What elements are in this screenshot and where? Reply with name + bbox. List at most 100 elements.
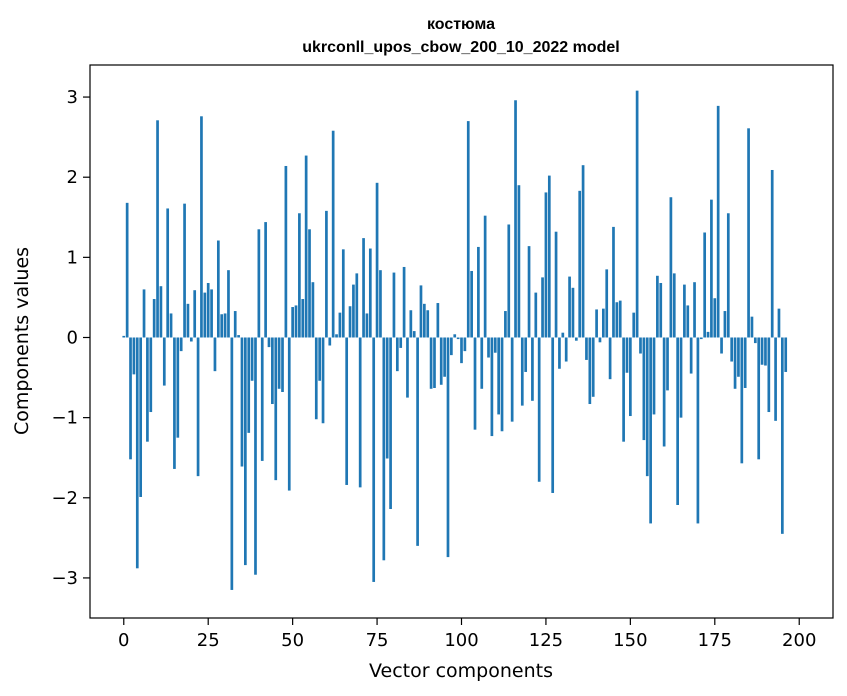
bar-59 <box>321 337 325 424</box>
bar-77 <box>382 337 386 561</box>
bar-4 <box>135 337 139 569</box>
bar-11 <box>159 286 163 338</box>
bar-23 <box>200 116 203 338</box>
bar-92 <box>433 337 436 388</box>
bar-105 <box>477 246 480 338</box>
bar-194 <box>777 308 781 338</box>
x-tick-label: 100 <box>444 630 478 651</box>
bar-188 <box>757 337 761 460</box>
bar-101 <box>463 337 467 352</box>
bar-28 <box>216 240 220 338</box>
bar-86 <box>412 331 416 338</box>
y-tick-label: −1 <box>51 408 78 429</box>
bar-43 <box>267 337 271 348</box>
x-axis-ticks: 0 25 50 75 100 125 150 175 200 <box>118 618 816 651</box>
bar-27 <box>213 337 217 372</box>
y-tick-label: 1 <box>67 247 78 268</box>
bar-63 <box>335 334 338 338</box>
bar-62 <box>331 130 335 338</box>
bar-80 <box>392 272 396 338</box>
bar-157 <box>652 337 656 415</box>
bar-66 <box>345 337 349 485</box>
bar-48 <box>284 165 288 338</box>
bar-166 <box>683 284 686 338</box>
bar-121 <box>531 337 534 401</box>
bar-119 <box>524 337 528 372</box>
bar-94 <box>439 337 443 385</box>
bar-71 <box>362 238 365 338</box>
bar-97 <box>450 337 453 356</box>
bar-127 <box>551 337 555 493</box>
bar-137 <box>585 337 588 360</box>
bar-196 <box>784 337 788 372</box>
bar-169 <box>693 282 696 338</box>
bar-178 <box>723 311 727 338</box>
bar-49 <box>287 337 291 491</box>
bar-9 <box>152 299 156 338</box>
bar-61 <box>328 337 332 346</box>
bar-130 <box>561 332 565 338</box>
bar-26 <box>210 289 213 338</box>
bar-47 <box>281 337 284 392</box>
bar-163 <box>672 273 676 338</box>
bar-181 <box>733 337 737 389</box>
x-tick-label: 25 <box>197 630 220 651</box>
bar-5 <box>139 337 143 497</box>
bar-141 <box>598 337 602 343</box>
bar-16 <box>176 337 180 438</box>
bar-131 <box>564 337 568 362</box>
bar-182 <box>737 337 740 377</box>
bar-189 <box>760 337 764 365</box>
bar-179 <box>726 213 730 338</box>
bar-30 <box>223 313 227 338</box>
bar-72 <box>365 313 369 338</box>
bar-165 <box>679 337 683 418</box>
bar-68 <box>352 284 355 338</box>
bar-96 <box>446 337 450 558</box>
bar-195 <box>780 337 784 534</box>
bar-55 <box>308 229 311 338</box>
bar-74 <box>372 337 376 582</box>
bar-129 <box>558 337 561 369</box>
bar-7 <box>146 337 149 442</box>
bar-25 <box>206 282 210 338</box>
bar-12 <box>162 337 166 386</box>
bar-6 <box>142 289 146 338</box>
bar-187 <box>753 337 757 344</box>
bar-13 <box>166 208 170 338</box>
bar-65 <box>341 249 345 338</box>
bar-155 <box>645 337 649 477</box>
bar-175 <box>713 298 717 338</box>
bar-73 <box>368 248 372 338</box>
bar-2 <box>129 337 132 460</box>
bar-104 <box>473 337 477 430</box>
bar-40 <box>257 229 261 338</box>
x-tick-label: 75 <box>366 630 389 651</box>
bar-180 <box>730 337 734 362</box>
bar-128 <box>554 231 558 338</box>
bar-83 <box>402 266 406 338</box>
bar-120 <box>527 246 531 338</box>
x-tick-label: 0 <box>118 630 129 651</box>
bar-36 <box>244 337 247 566</box>
bar-10 <box>156 120 159 338</box>
bar-153 <box>639 337 642 354</box>
bar-67 <box>348 306 352 338</box>
bar-34 <box>237 335 240 338</box>
bar-98 <box>453 334 457 338</box>
x-axis-label: Vector components <box>369 660 553 682</box>
bar-106 <box>480 337 484 389</box>
bar-133 <box>571 287 575 338</box>
bar-159 <box>659 282 663 338</box>
bar-45 <box>274 337 278 481</box>
bar-115 <box>510 337 514 422</box>
bar-18 <box>183 203 186 338</box>
bar-150 <box>629 337 632 417</box>
bar-76 <box>379 270 382 338</box>
bar-161 <box>666 337 669 391</box>
bar-171 <box>699 337 703 340</box>
bar-109 <box>490 337 494 437</box>
y-tick-label: 0 <box>67 327 78 348</box>
bar-3 <box>132 337 136 375</box>
bar-143 <box>605 269 609 338</box>
